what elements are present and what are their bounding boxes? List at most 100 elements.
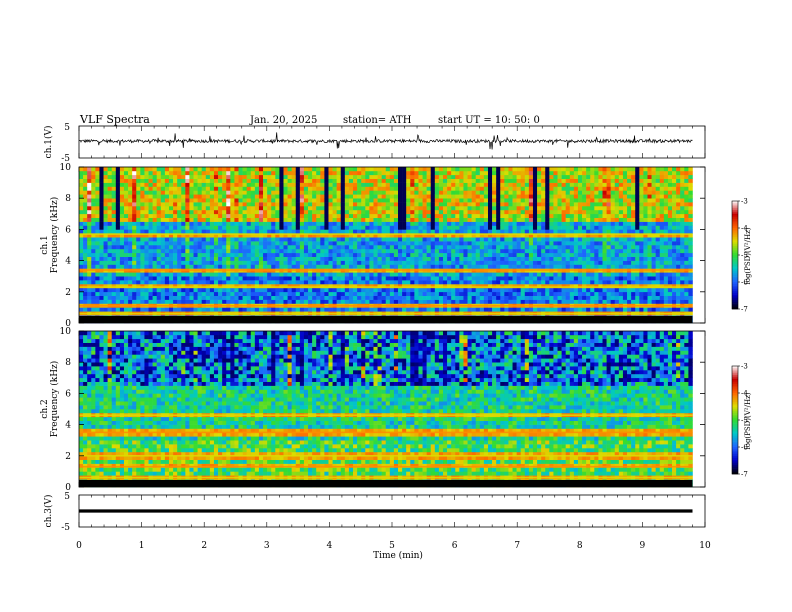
- spectrogram-cell: [209, 217, 215, 222]
- spectrogram-cell: [197, 287, 202, 293]
- spectrogram-cell: [246, 260, 252, 265]
- spectrogram-cell: [258, 241, 264, 246]
- spectrogram-cell: [283, 307, 288, 312]
- spectrogram-cell: [443, 182, 448, 187]
- spectrogram-cell: [136, 307, 141, 312]
- spectrogram-cell: [422, 245, 427, 250]
- spectrogram-cell: [197, 299, 202, 304]
- spectrogram-cell: [451, 280, 456, 285]
- spectrogram-cell: [291, 229, 297, 234]
- spectrogram-cell: [410, 178, 415, 183]
- spectrogram-cell: [193, 221, 198, 226]
- spectrogram-cell: [487, 241, 493, 246]
- spectrogram-cell: [279, 307, 284, 312]
- spectrogram-cell: [181, 213, 186, 218]
- spectrogram-cell: [541, 284, 546, 289]
- spectrogram-cell: [189, 225, 194, 230]
- spectrogram-cell: [496, 245, 501, 250]
- spectrogram-cell: [291, 233, 297, 238]
- spectrogram-cell: [144, 167, 149, 172]
- spectrogram-cell: [365, 241, 370, 246]
- spectrogram-cell: [467, 217, 472, 222]
- spectrogram-cell: [504, 299, 509, 304]
- spectrogram-cell: [406, 178, 411, 183]
- spectrogram-cell: [308, 264, 313, 269]
- spectrogram-cell: [263, 209, 268, 215]
- spectrogram-cell: [377, 276, 382, 281]
- spectrogram-cell: [132, 276, 137, 281]
- spectrogram-cell: [414, 307, 419, 312]
- spectrogram-cell: [144, 291, 149, 296]
- spectrogram-cell: [336, 213, 342, 218]
- spectrogram-cell: [402, 186, 407, 191]
- spectrogram-cell: [385, 307, 391, 312]
- spectrogram-cell: [308, 202, 313, 207]
- spectrogram-cell: [238, 194, 243, 199]
- spectrogram-cell: [479, 295, 485, 300]
- spectrogram-cell: [123, 245, 129, 250]
- spectrogram-cell: [168, 213, 174, 218]
- spectrogram-cell: [479, 233, 485, 238]
- spectrogram-cell: [373, 206, 378, 211]
- spectrogram-cell: [287, 280, 292, 285]
- spectrogram-cell: [365, 245, 370, 250]
- spectrogram-cell: [209, 252, 215, 257]
- spectrogram-cell: [508, 190, 513, 195]
- spectrogram-cell: [463, 307, 468, 312]
- spectrogram-cell: [164, 174, 170, 179]
- spectrogram-cell: [528, 202, 534, 207]
- spectrogram-cell: [467, 209, 472, 215]
- spectrogram-cell: [512, 225, 517, 230]
- spectrogram-cell: [185, 170, 190, 176]
- spectrogram-cell: [406, 280, 411, 285]
- spectrogram-cell: [205, 182, 211, 187]
- spectrogram-cell: [119, 264, 125, 269]
- spectrogram-cell: [537, 221, 542, 226]
- spectrogram-cell: [434, 190, 440, 195]
- spectrogram-cell: [168, 280, 174, 285]
- spectrogram-cell: [79, 252, 84, 257]
- spectrogram-cell: [136, 170, 141, 176]
- spectrogram-cell: [152, 276, 158, 281]
- spectrogram-cell: [312, 287, 317, 293]
- spectrogram-cell: [83, 206, 88, 211]
- spectrogram-cell: [459, 276, 464, 281]
- spectrogram-cell: [471, 221, 477, 226]
- spectrogram-cell: [516, 233, 522, 238]
- spectrogram-cell: [487, 170, 493, 176]
- spectrogram-cell: [242, 186, 247, 191]
- spectrogram-cell: [303, 280, 309, 285]
- spectrogram-cell: [361, 229, 366, 234]
- spectrogram-cell: [381, 225, 387, 230]
- spectrogram-cell: [389, 245, 395, 250]
- spectrogram-cell: [303, 174, 309, 179]
- spectrogram-cell: [258, 248, 264, 254]
- spectrogram-cell: [332, 213, 337, 218]
- spectrogram-cell: [271, 174, 276, 179]
- spectrogram-cell: [508, 295, 513, 300]
- spectrogram-cell: [267, 295, 272, 300]
- spectrogram-cell: [414, 194, 419, 199]
- spectrogram-cell: [95, 206, 100, 211]
- spectrogram-cell: [144, 248, 149, 254]
- spectrogram-cell: [271, 178, 276, 183]
- spectrogram-cell: [308, 225, 313, 230]
- spectrogram-cell: [467, 206, 472, 211]
- spectrogram-cell: [402, 213, 407, 218]
- spectrogram-cell: [119, 280, 125, 285]
- spectrogram-cell: [218, 287, 223, 293]
- spectrogram-cell: [279, 229, 284, 234]
- spectrogram-cell: [103, 202, 108, 207]
- spectrogram-cell: [87, 256, 92, 261]
- spectrogram-cell: [422, 272, 427, 277]
- spectrogram-cell: [516, 299, 522, 304]
- spectrogram-cell: [222, 225, 227, 230]
- spectrogram-cell: [299, 280, 305, 285]
- spectrogram-cell: [496, 225, 501, 230]
- spectrogram-cell: [328, 295, 333, 300]
- spectrogram-cell: [357, 198, 362, 203]
- spectrogram-cell: [512, 198, 517, 203]
- spectrogram-cell: [418, 209, 423, 215]
- spectrogram-cell: [398, 186, 403, 191]
